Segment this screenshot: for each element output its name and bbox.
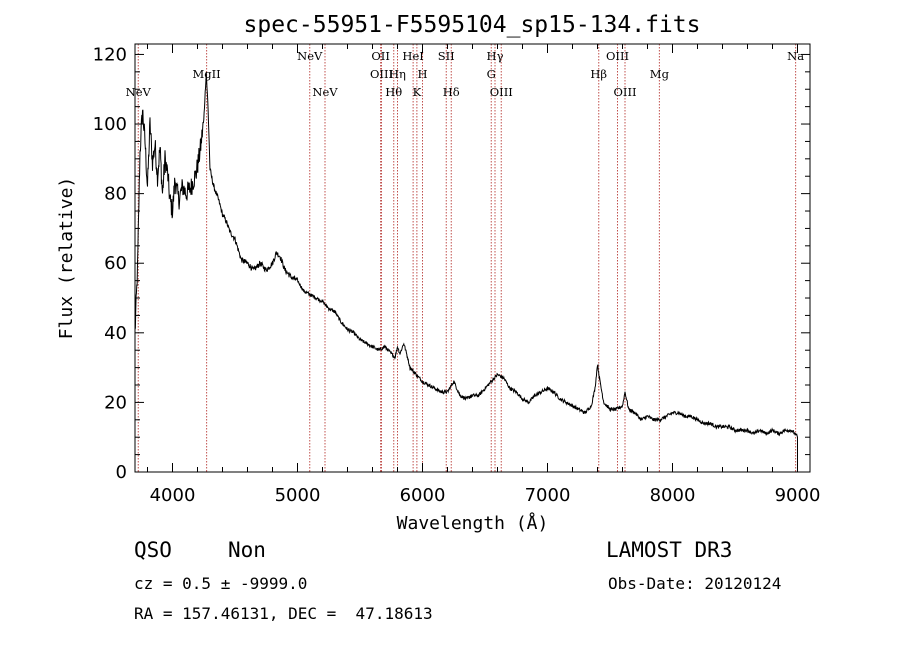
emission-line-label-17: OIII — [606, 49, 629, 63]
x-tick-label: 8000 — [650, 485, 696, 506]
emission-line-label-12: Hδ — [443, 85, 460, 99]
y-tick-label: 100 — [93, 114, 127, 135]
emission-line-labels: NeVMgIINeVNeVOIIOIIIHηHθHeIHKSIIHδHγGOII… — [126, 49, 805, 99]
emission-line-markers — [137, 44, 797, 472]
survey-name: LAMOST DR3 — [606, 538, 733, 562]
emission-line-label-0: NeV — [126, 85, 152, 99]
observation-date: Obs-Date: 20120124 — [608, 574, 782, 593]
y-tick-label: 80 — [104, 184, 127, 205]
redshift-value: cz = 0.5 ± -9999.0 — [134, 574, 308, 593]
x-tick-label: 5000 — [275, 485, 321, 506]
emission-line-label-2: NeV — [297, 49, 323, 63]
emission-line-label-7: Hθ — [385, 85, 402, 99]
emission-line-label-13: Hγ — [487, 49, 504, 63]
x-axis-label: Wavelength (Å) — [397, 512, 549, 534]
emission-line-label-14: G — [487, 67, 496, 81]
y-tick-label: 40 — [104, 323, 127, 344]
y-axis-ticks: 0 20 40 60 80 100 120 — [93, 44, 810, 483]
y-tick-label: 20 — [104, 392, 127, 413]
plot-frame — [134, 43, 811, 473]
x-tick-label: 9000 — [775, 485, 821, 506]
emission-line-label-3: NeV — [312, 85, 338, 99]
spectrum-line — [134, 71, 798, 472]
x-tick-label: 7000 — [525, 485, 571, 506]
y-tick-label: 120 — [93, 44, 127, 65]
coordinates: RA = 157.46131, DEC = 47.18613 — [134, 604, 433, 623]
emission-line-label-15: OIII — [490, 85, 513, 99]
x-tick-label: 4000 — [150, 485, 196, 506]
emission-line-label-4: OII — [371, 49, 390, 63]
emission-line-label-9: H — [417, 67, 427, 81]
emission-line-label-8: HeI — [402, 49, 423, 63]
emission-line-label-6: Hη — [389, 67, 406, 81]
x-tick-label: 6000 — [400, 485, 446, 506]
emission-line-label-19: Mg — [650, 67, 670, 81]
y-axis-label: Flux (relative) — [56, 177, 77, 340]
emission-line-label-18: OIII — [613, 85, 636, 99]
emission-line-label-5: OIII — [370, 67, 393, 81]
object-subclass: Non — [228, 538, 266, 562]
y-tick-label: 0 — [116, 462, 127, 483]
chart-title: spec-55951-F5595104_sp15-134.fits — [244, 12, 701, 38]
emission-line-label-10: K — [413, 85, 422, 99]
emission-line-label-16: Hβ — [590, 67, 607, 81]
x-axis-ticks: 4000 5000 6000 7000 8000 9000 — [147, 44, 821, 506]
emission-line-label-20: Na — [787, 49, 804, 63]
y-tick-label: 60 — [104, 253, 127, 274]
object-class: QSO — [134, 538, 172, 562]
emission-line-label-11: SII — [438, 49, 455, 63]
